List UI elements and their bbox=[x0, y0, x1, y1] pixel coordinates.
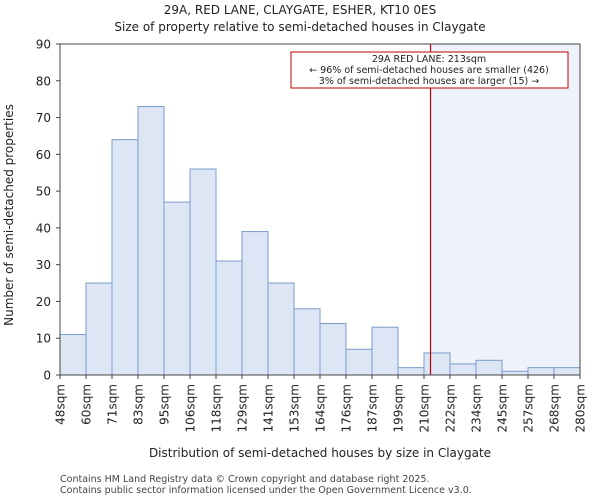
y-axis: 0 10 20 30 40 50 60 70 80 90 bbox=[36, 38, 60, 383]
x-tick-label: 48sqm bbox=[54, 384, 68, 425]
chart-subtitle: Size of property relative to semi-detach… bbox=[114, 20, 485, 34]
x-tick-label: 106sqm bbox=[184, 384, 198, 432]
x-tick-label: 71sqm bbox=[106, 384, 120, 425]
x-axis: 48sqm 60sqm 71sqm 83sqm 95sqm 106sqm 118sqm 129… bbox=[54, 375, 588, 432]
footer-line-2: Contains public sector information licen… bbox=[60, 485, 472, 496]
y-tick-label: 20 bbox=[36, 295, 51, 309]
x-tick-label: 60sqm bbox=[80, 384, 94, 425]
bar-141sqm bbox=[267, 282, 295, 376]
x-tick-label: 245sqm bbox=[496, 384, 510, 432]
y-tick-label: 30 bbox=[36, 258, 51, 272]
bar-71sqm bbox=[111, 139, 139, 376]
bar-129sqm bbox=[241, 231, 269, 376]
bar-153sqm bbox=[293, 308, 321, 376]
x-tick-label: 234sqm bbox=[470, 384, 484, 432]
x-tick-label: 118sqm bbox=[210, 384, 224, 432]
x-tick-label: 187sqm bbox=[366, 384, 380, 432]
bars-group bbox=[59, 106, 581, 376]
bar-187sqm bbox=[371, 326, 399, 376]
x-tick-label: 280sqm bbox=[574, 384, 588, 432]
annotation-frame bbox=[290, 51, 569, 89]
x-tick-label: 210sqm bbox=[418, 384, 432, 432]
x-tick-label: 222sqm bbox=[444, 384, 458, 432]
chart-title: 29A, RED LANE, CLAYGATE, ESHER, KT10 0ES bbox=[164, 3, 436, 17]
x-tick-label: 164sqm bbox=[314, 384, 328, 432]
x-tick-label: 199sqm bbox=[392, 384, 406, 432]
y-tick-label: 10 bbox=[36, 332, 51, 346]
bar-210sqm bbox=[423, 352, 451, 376]
x-tick-label: 257sqm bbox=[522, 384, 536, 432]
x-tick-label: 83sqm bbox=[132, 384, 146, 425]
x-tick-label: 176sqm bbox=[340, 384, 354, 432]
footer-line-1: Contains HM Land Registry data © Crown c… bbox=[60, 474, 430, 485]
bar-245sqm bbox=[501, 370, 529, 376]
x-axis-label: Distribution of semi-detached houses by … bbox=[149, 446, 491, 460]
x-tick-label: 141sqm bbox=[262, 384, 276, 432]
y-tick-label: 50 bbox=[36, 185, 51, 199]
y-axis-label: Number of semi-detached properties bbox=[2, 104, 16, 326]
x-tick-label: 268sqm bbox=[548, 384, 562, 432]
highlight-region bbox=[430, 44, 580, 375]
annotation-line-2: ← 96% of semi-detached houses are smalle… bbox=[309, 65, 549, 76]
bar-164sqm bbox=[319, 323, 347, 376]
bar-257sqm bbox=[527, 367, 555, 376]
bar-222sqm bbox=[449, 363, 477, 376]
x-tick-label: 153sqm bbox=[288, 384, 302, 432]
y-tick-label: 70 bbox=[36, 111, 51, 125]
bar-48sqm bbox=[59, 334, 87, 376]
bar-176sqm bbox=[345, 348, 373, 376]
bar-199sqm bbox=[397, 367, 425, 376]
bar-95sqm bbox=[163, 201, 191, 376]
y-tick-label: 0 bbox=[43, 369, 51, 383]
y-tick-label: 80 bbox=[36, 74, 51, 88]
bar-118sqm bbox=[215, 260, 243, 376]
x-tick-label: 95sqm bbox=[158, 384, 172, 425]
annotation-line-1: 29A RED LANE: 213sqm bbox=[372, 54, 486, 65]
bar-234sqm bbox=[475, 359, 503, 376]
x-tick-label: 129sqm bbox=[236, 384, 250, 432]
bar-268sqm bbox=[553, 367, 581, 376]
annotation-line-3: 3% of semi-detached houses are larger (1… bbox=[319, 76, 539, 87]
y-tick-label: 60 bbox=[36, 148, 51, 162]
bar-106sqm bbox=[189, 168, 217, 376]
annotation-box: 29A RED LANE: 213sqm ← 96% of semi-detac… bbox=[290, 51, 569, 89]
y-tick-label: 90 bbox=[36, 38, 51, 52]
bar-60sqm bbox=[85, 282, 113, 376]
bar-83sqm bbox=[137, 106, 165, 376]
y-tick-label: 40 bbox=[36, 221, 51, 235]
